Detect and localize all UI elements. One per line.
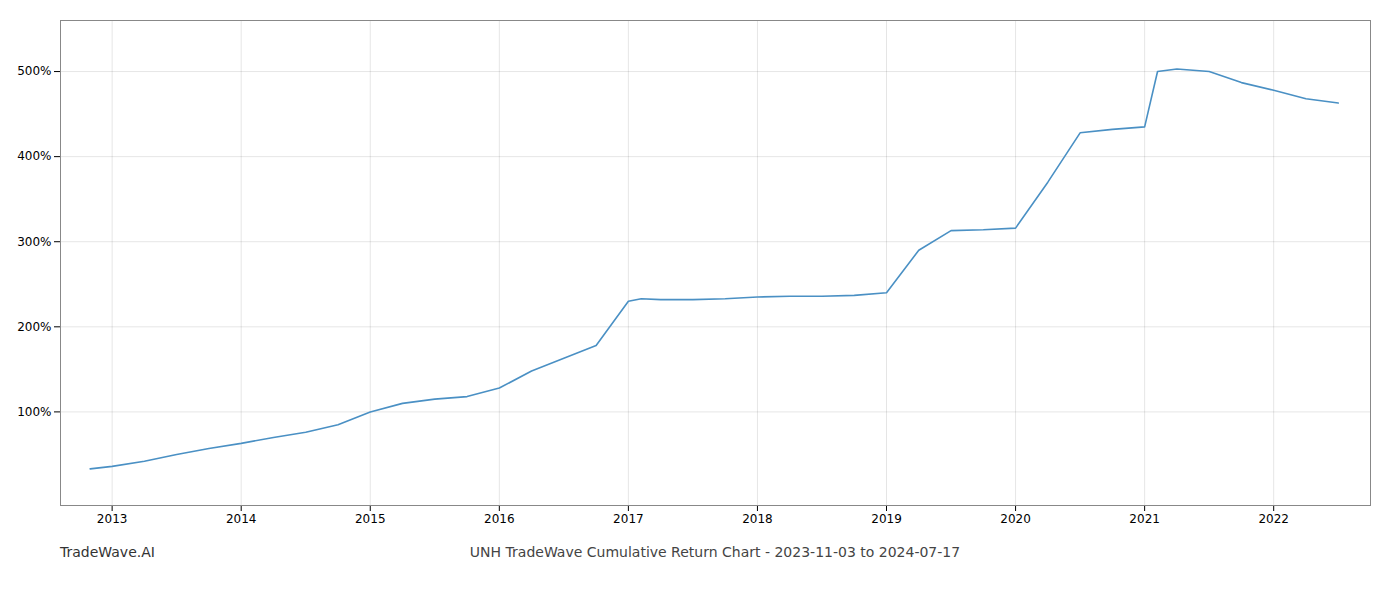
svg-text:2013: 2013: [97, 512, 128, 526]
svg-text:2019: 2019: [871, 512, 902, 526]
svg-text:2022: 2022: [1258, 512, 1289, 526]
html-text:UNH TradeWave Cumulative Retur: UNH TradeWave Cumulative Return Chart - …: [469, 544, 961, 560]
svg-text:200%: 200%: [17, 320, 51, 334]
svg-text:2014: 2014: [226, 512, 257, 526]
svg-text:2020: 2020: [1000, 512, 1031, 526]
html-text:TradeWave.AI: TradeWave.AI: [60, 544, 155, 560]
svg-text:2016: 2016: [484, 512, 515, 526]
svg-text:100%: 100%: [17, 405, 51, 419]
svg-text:2015: 2015: [355, 512, 386, 526]
svg-text:300%: 300%: [17, 235, 51, 249]
svg-text:400%: 400%: [17, 149, 51, 163]
svg-text:2021: 2021: [1129, 512, 1160, 526]
svg-text:2018: 2018: [742, 512, 773, 526]
svg-text:500%: 500%: [17, 64, 51, 78]
svg-text:2017: 2017: [613, 512, 644, 526]
